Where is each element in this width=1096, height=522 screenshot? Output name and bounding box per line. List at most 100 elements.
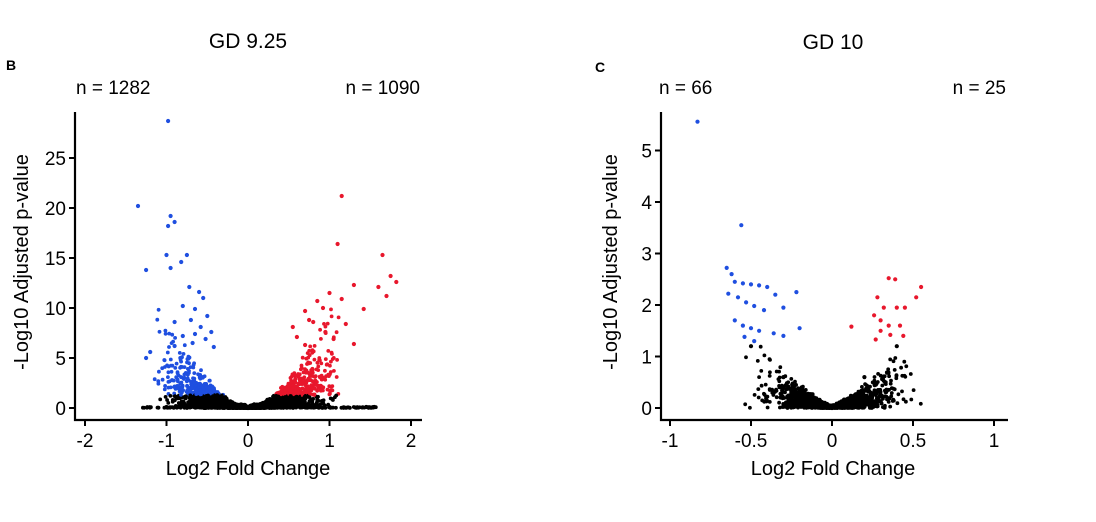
data-point [278, 397, 283, 402]
data-point [388, 273, 393, 279]
data-point [772, 390, 777, 394]
data-point [319, 337, 323, 341]
data-point [778, 365, 783, 370]
data-point [277, 405, 282, 410]
data-point [782, 403, 787, 407]
data-point [305, 370, 310, 375]
data-point [296, 391, 301, 395]
data-point [767, 374, 772, 378]
data-point [179, 259, 184, 265]
data-point [364, 404, 369, 410]
data-point [852, 403, 856, 407]
data-point [321, 388, 325, 393]
data-point [316, 368, 321, 372]
data-point [756, 395, 761, 400]
data-point [322, 322, 326, 326]
data-point [774, 369, 779, 374]
data-point [880, 377, 884, 382]
data-point [792, 383, 797, 388]
data-point [156, 405, 161, 410]
data-point [286, 402, 291, 408]
data-point [170, 378, 174, 382]
data-point [876, 388, 881, 392]
data-point [135, 203, 141, 209]
data-point [812, 402, 816, 407]
data-point [777, 375, 782, 380]
data-point [289, 380, 294, 384]
data-point [305, 388, 310, 393]
data-point [182, 343, 187, 348]
data-point [168, 213, 173, 219]
data-point [276, 390, 281, 395]
data-point [324, 362, 329, 367]
data-point [327, 290, 332, 296]
data-point [201, 295, 206, 301]
data-point [899, 365, 903, 370]
data-point [286, 384, 291, 389]
data-point [340, 405, 345, 410]
data-point [186, 367, 190, 371]
data-point [282, 395, 286, 400]
data-point [179, 402, 183, 406]
data-point [803, 403, 808, 408]
panel-c-points [695, 119, 924, 411]
data-point [874, 391, 879, 396]
data-point [883, 388, 887, 393]
data-point [798, 395, 803, 399]
data-point [184, 252, 189, 258]
data-point [859, 396, 863, 401]
data-point [311, 397, 315, 401]
data-point [166, 223, 171, 229]
data-point [216, 405, 221, 410]
data-point [312, 405, 317, 410]
data-point [182, 365, 187, 369]
data-point [181, 352, 186, 356]
data-point [312, 344, 317, 348]
data-point [196, 395, 201, 400]
data-point [882, 379, 887, 384]
data-point [169, 341, 174, 345]
data-point [361, 306, 366, 312]
data-point [188, 393, 193, 398]
data-point [336, 315, 341, 320]
data-point [166, 375, 170, 379]
data-point [237, 406, 242, 410]
data-point [759, 369, 764, 373]
data-point [918, 401, 923, 406]
data-point [895, 401, 900, 406]
data-point [168, 385, 173, 390]
data-point [354, 406, 359, 410]
data-point [308, 344, 313, 349]
data-point [900, 389, 904, 394]
data-point [871, 405, 876, 409]
data-point [310, 366, 315, 371]
data-point [190, 340, 195, 346]
data-point [191, 376, 195, 381]
data-point [321, 375, 325, 380]
data-point [765, 405, 770, 410]
data-point [855, 402, 860, 407]
data-point [283, 387, 288, 392]
data-point [168, 265, 173, 271]
data-point [184, 379, 189, 384]
data-point [156, 381, 161, 386]
data-point [188, 365, 193, 369]
data-point [207, 378, 212, 383]
x-tick-label: 2 [406, 431, 417, 452]
data-point [298, 387, 303, 392]
panel-b-n-up: n = 1090 [346, 78, 421, 99]
data-point [165, 398, 170, 402]
data-point [343, 321, 348, 327]
data-point [234, 405, 239, 410]
data-point [157, 369, 161, 374]
data-point [335, 241, 340, 247]
data-point [909, 397, 914, 402]
data-point [822, 402, 827, 407]
data-point [176, 384, 181, 388]
data-point [310, 350, 315, 355]
data-point [169, 369, 174, 374]
data-point [864, 386, 868, 391]
data-point [282, 391, 287, 396]
data-point [163, 384, 168, 388]
